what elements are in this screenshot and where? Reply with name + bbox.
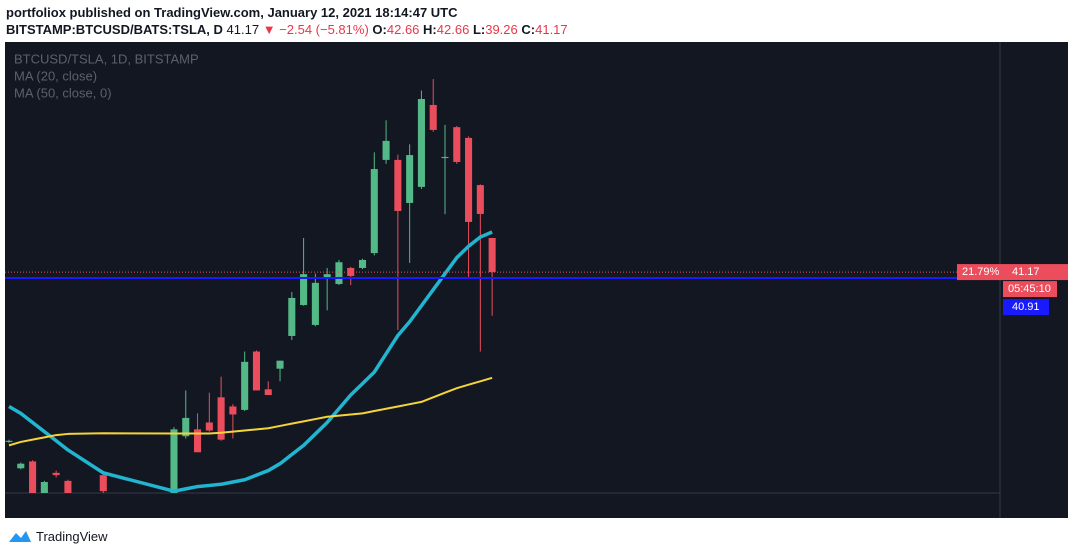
candle-body [229,406,237,415]
c: 41.17 [535,22,568,37]
countdown-box [1003,281,1057,298]
candle-body [323,274,331,279]
candle-body [5,440,13,442]
last: 41.17 [226,22,260,37]
candle-body [441,156,449,159]
candle-body [64,480,72,493]
candle-body [406,155,414,203]
candle-body [429,104,437,130]
candle-body [358,259,367,268]
candle-body [205,422,213,431]
footer: TradingView [8,528,108,544]
countdown: 05:45:10 [1008,283,1051,295]
h: 42.66 [436,22,470,37]
legend-symbol: BTCUSD/TSLA, 1D, BITSTAMP [14,51,199,66]
candle-body [182,417,190,437]
candle-body [217,397,225,440]
candle-body [417,99,425,187]
o: 42.66 [386,22,420,37]
candle-body [488,237,496,273]
publish-line: portfoliox published on TradingView.com,… [6,5,458,20]
candle-body [453,127,461,162]
candle-body [370,169,378,254]
l: 39.26 [485,22,518,37]
h-label: H: [423,22,437,37]
candle-body [99,475,107,492]
candle-body [252,351,260,391]
candle-body [276,360,284,369]
candle-body [465,137,473,222]
candle-body [194,429,202,453]
candle-body [300,274,308,306]
last-change: 21.79% [962,266,1000,278]
candle-body [382,140,390,160]
candle-body [52,472,60,476]
candle-body [241,361,249,410]
last-price-label: 41.17 [1012,266,1040,278]
chart-background [5,42,1068,518]
blue-price-label: 40.91 [1012,301,1040,313]
logo [9,531,31,542]
l-label: L: [472,22,486,37]
candle-body [288,297,296,336]
blue-price-box [1003,299,1049,316]
candle-body [40,482,48,493]
candle-body [264,389,272,396]
candle-body [476,185,484,214]
footer-text: TradingView [36,528,108,544]
ma-line [8,230,493,493]
candle-body [394,159,402,211]
legend-ma20: MA (20, close) [14,68,97,83]
symbol-line: BITSTAMP:BTCUSD/BATS:TSLA, D 41.17 ▼ −2.… [6,22,568,37]
c-label: C: [521,22,536,37]
candle-body [311,282,319,325]
candle-body [335,262,343,284]
symbol: BITSTAMP:BTCUSD/BATS:TSLA, D [6,22,223,37]
last-price-box [957,264,1068,281]
candle-body [170,429,178,493]
candle-body [17,463,25,469]
ma-line [8,376,493,447]
candle-body [29,461,37,493]
change: ▼ −2.54 (−5.81%) [262,22,369,37]
o-label: O: [372,22,387,37]
legend-ma50: MA (50, close, 0) [14,85,112,100]
